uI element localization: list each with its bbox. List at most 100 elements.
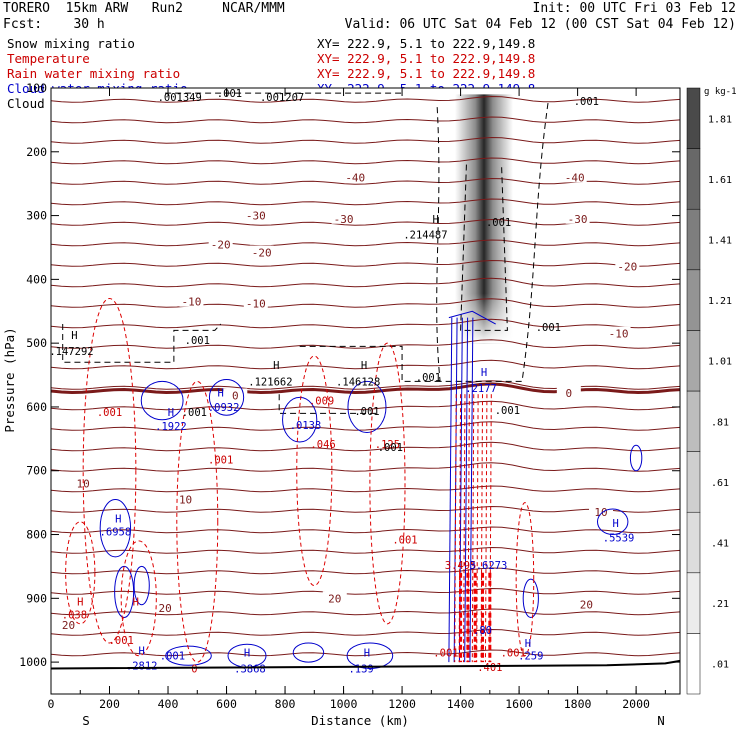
y-tick-label-7: 800	[26, 528, 47, 542]
annotation-30: 3.495	[445, 560, 477, 572]
colorbar-swatch-0	[686, 633, 701, 695]
annotation-8: H	[71, 330, 77, 342]
y-tick-label-5: 600	[26, 400, 47, 414]
temp-label-bg-16	[153, 600, 178, 613]
colorbar-label-7: 1.41	[708, 236, 732, 247]
annotation-27: .5539	[603, 533, 635, 545]
annotation-17: .001	[354, 406, 379, 418]
temperature-label-14: 10	[179, 493, 192, 506]
temperature-contour-23	[50, 567, 681, 575]
y-tick-label-9: 1000	[19, 655, 47, 669]
temperature-label-5: -20	[211, 238, 231, 251]
annotation-22: .0932	[208, 402, 240, 414]
temp-label-bg-6	[249, 245, 274, 258]
legend-label-0: Snow mixing ratio	[7, 36, 135, 51]
x-tick-label-4: 800	[275, 697, 296, 711]
temperature-contour-9	[50, 277, 681, 288]
annotation-26: H	[612, 518, 618, 530]
temperature-contour-1	[50, 116, 681, 124]
cloud-water-column-3	[464, 317, 469, 663]
annotation-13: H	[361, 360, 367, 372]
temperature-contour-26	[50, 628, 681, 636]
temperature-contour-17	[50, 441, 681, 452]
annotation-15: .001	[416, 372, 441, 384]
rain-column-3	[467, 394, 470, 663]
annotation-20: .2177	[465, 383, 497, 395]
temperature-label-19: 20	[580, 599, 593, 612]
colorbar-swatch-4	[686, 390, 701, 452]
x-tick-label-1: 200	[99, 697, 120, 711]
colorbar-swatch-6	[686, 269, 701, 331]
legend-label-1: Temperature	[7, 51, 90, 66]
x-tick-label-7: 1400	[447, 697, 475, 711]
temp-label-bg-1	[562, 170, 587, 183]
annotation-23: H	[168, 407, 174, 419]
annotation-55: .401	[477, 662, 502, 674]
temp-label-bg-11	[223, 388, 248, 401]
colorbar-swatch-2	[686, 511, 701, 574]
cloud-water-contour-8	[596, 508, 629, 536]
annotation-5: .214487	[403, 230, 447, 242]
rain-contour-5	[65, 521, 96, 625]
temp-label-bg-19	[574, 597, 599, 610]
annotation-50: .001	[501, 648, 526, 660]
annotation-3: .001	[574, 96, 599, 108]
y-tick-label-2: 300	[26, 209, 47, 223]
rain-contour-3	[369, 342, 406, 625]
annotation-6: .001	[486, 217, 511, 229]
snow-contour-mid	[299, 345, 441, 382]
cloud-water-contour-4	[629, 444, 643, 472]
rain-column-0	[454, 394, 457, 663]
colorbar-label-5: 1.01	[708, 357, 732, 368]
annotation-37: H	[364, 648, 370, 660]
annotation-16: .001	[182, 407, 207, 419]
temperature-label-4: -30	[568, 213, 588, 226]
temp-label-bg-7	[615, 259, 640, 272]
temperature-label-9: -10	[246, 298, 266, 311]
temperature-label-15: 10	[594, 506, 607, 519]
cloud-water-column-4	[469, 317, 474, 663]
temperature-contour-3	[50, 157, 681, 165]
annotation-9: .147292	[49, 346, 93, 358]
temp-label-bg-17	[322, 591, 347, 604]
x-tick-label-3: 600	[216, 697, 237, 711]
x-tick-label-10: 2000	[622, 697, 650, 711]
rain-column-4	[471, 394, 475, 663]
snow-contour-outer	[436, 100, 549, 382]
x-tick-label-5: 1000	[330, 697, 358, 711]
rain-water-contours	[65, 298, 535, 663]
annotation-39: H	[525, 638, 531, 650]
annotation-25: .0133	[290, 420, 322, 432]
annotation-38: .139	[348, 663, 373, 675]
annotation-2: .001207	[260, 92, 304, 104]
x-endpoint-left: S	[82, 713, 90, 728]
legend-label-2: Rain water mixing ratio	[7, 66, 180, 81]
temp-label-bg-8	[179, 294, 204, 307]
annotation-36: .3868	[234, 663, 266, 675]
annotation-56: .001	[378, 442, 403, 454]
colorbar-label-8: 1.61	[708, 175, 732, 186]
cloud-water-contour-12	[346, 642, 394, 669]
temp-label-bg-18	[56, 618, 81, 631]
colorbar-label-4: .81	[711, 417, 729, 428]
snow-contours	[62, 92, 549, 414]
colorbar-label-1: .21	[711, 599, 729, 610]
cloud-water-contours	[99, 310, 643, 669]
rain-column-6	[480, 394, 484, 663]
colorbar-swatch-8	[686, 148, 701, 210]
temperature-contour-7	[50, 239, 681, 247]
annotation-35: H	[244, 648, 250, 660]
annotation-0: .001	[217, 88, 242, 100]
temperature-label-1: -40	[565, 171, 585, 184]
header-line1-left: TORERO 15km ARW Run2 NCAR/MMM	[3, 1, 285, 16]
annotation-45: .001	[109, 635, 134, 647]
annotation-28: H	[115, 514, 121, 526]
cloud-water-contour-0	[140, 380, 184, 421]
temperature-contour-2	[50, 136, 681, 144]
colorbar-swatch-1	[686, 572, 701, 634]
rain-column-7	[484, 394, 488, 663]
cloud-water-top	[448, 310, 496, 325]
temperature-contour-15	[50, 400, 681, 411]
y-tick-label-6: 700	[26, 464, 47, 478]
